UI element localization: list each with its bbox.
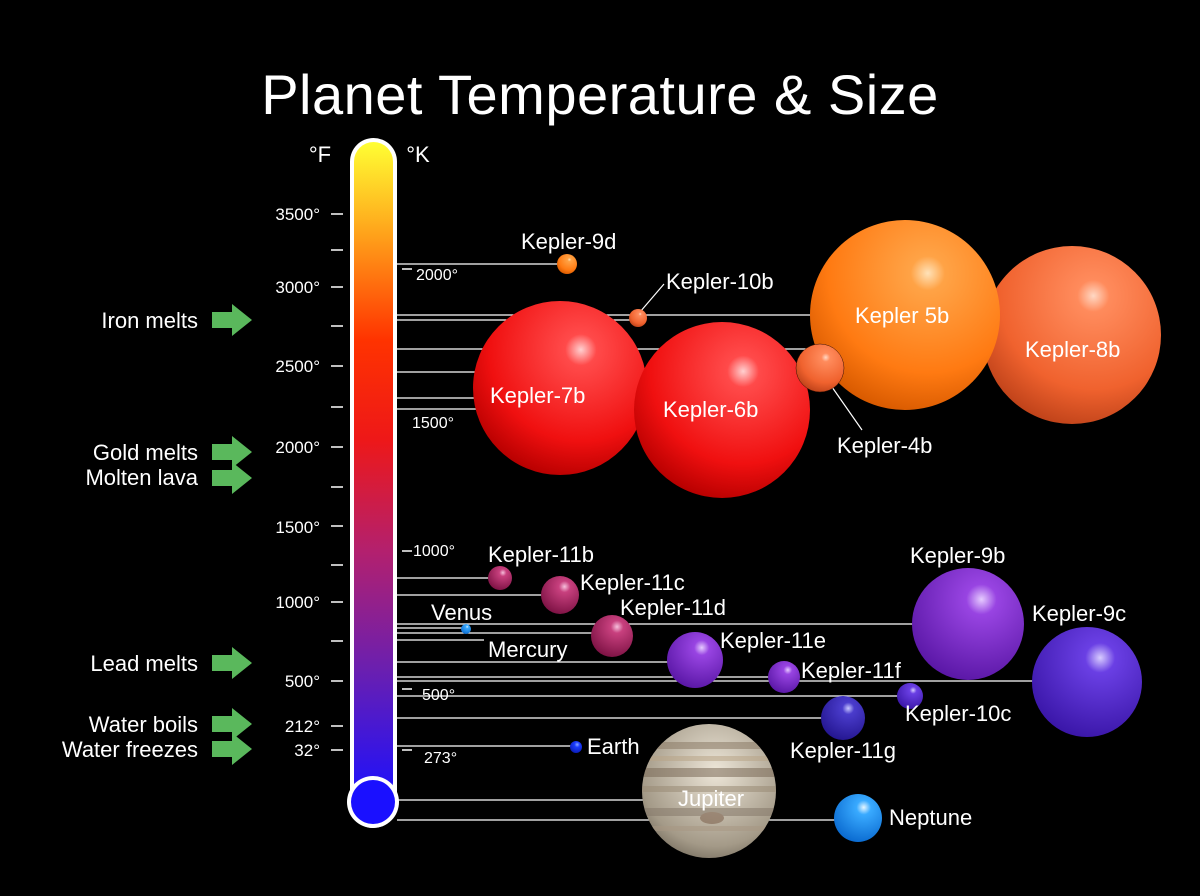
- f-tick-label: 1000°: [275, 593, 320, 612]
- planet-kepler-4b: [795, 343, 845, 393]
- fahrenheit-unit-label: °F: [309, 142, 331, 167]
- f-tick-label: 500°: [285, 672, 320, 691]
- kelvin-scale: 2000° 1500° 1000° 500° 273°: [402, 267, 458, 767]
- planet-label: Venus: [431, 600, 492, 625]
- planet-kepler-11g: [821, 696, 865, 740]
- planet-label: Kepler-10c: [905, 701, 1011, 726]
- planet-label: Kepler-9b: [910, 543, 1005, 568]
- planet-earth: [570, 741, 582, 753]
- arrow-right-icon: [212, 462, 252, 494]
- f-tick-label: 1500°: [275, 518, 320, 537]
- f-tick-label: 3000°: [275, 278, 320, 297]
- planet-kepler-9d: [557, 254, 577, 274]
- planets: [461, 220, 1161, 858]
- planet-kepler-11e: [667, 632, 723, 688]
- k-tick-label: 1500°: [412, 415, 454, 432]
- planet-kepler-11c: [541, 576, 579, 614]
- planet-kepler-8b: [983, 246, 1161, 424]
- k-tick-label: 1000°: [413, 543, 455, 560]
- planet-label: Kepler-6b: [663, 397, 758, 422]
- planet-kepler-11d: [591, 615, 633, 657]
- planet-label: Kepler-7b: [490, 383, 585, 408]
- planet-label: Kepler-9c: [1032, 601, 1126, 626]
- arrow-right-icon: [212, 304, 252, 336]
- planet-kepler-6b: [634, 322, 810, 498]
- k-tick-label: 273°: [424, 750, 457, 767]
- planet-kepler-5b: [810, 220, 1000, 410]
- planet-label: Kepler 5b: [855, 303, 949, 328]
- f-tick-label: 212°: [285, 717, 320, 736]
- kelvin-unit-label: °K: [406, 142, 430, 167]
- planet-label: Kepler-11e: [720, 628, 826, 653]
- planet-label: Kepler-4b: [837, 433, 932, 458]
- planet-label: Kepler-11b: [488, 542, 594, 567]
- planet-label: Kepler-8b: [1025, 337, 1120, 362]
- planet-kepler-7b: [473, 301, 647, 475]
- marker-label: Water boils: [89, 712, 198, 737]
- marker-label: Water freezes: [62, 737, 198, 762]
- planet-venus: [461, 624, 471, 634]
- f-tick-label: 3500°: [275, 205, 320, 224]
- planet-label: Kepler-11g: [790, 738, 896, 763]
- arrow-right-icon: [212, 733, 252, 765]
- planet-neptune: [834, 794, 882, 842]
- f-tick-label: 32°: [294, 741, 320, 760]
- planet-kepler-11b: [488, 566, 512, 590]
- page-title: Planet Temperature & Size: [261, 63, 939, 126]
- planet-kepler-9c: [1032, 627, 1142, 737]
- planet-kepler-11f: [768, 661, 800, 693]
- planet-label: Kepler-9d: [521, 229, 616, 254]
- planet-kepler-10b: [629, 309, 647, 327]
- planet-labels: Kepler-8b Kepler 5b Kepler-7b Kepler-6b …: [431, 229, 1126, 830]
- f-tick-label: 2500°: [275, 357, 320, 376]
- thermometer: °F °K: [309, 138, 430, 828]
- planet-label: Neptune: [889, 805, 972, 830]
- k-tick-label: 500°: [422, 687, 455, 704]
- threshold-markers: Iron melts Gold melts Molten lava Lead m…: [62, 304, 252, 765]
- fahrenheit-scale: 3500° 3000° 2500° 2000° 1500° 1000° 500°…: [275, 205, 343, 760]
- planet-label: Earth: [587, 734, 640, 759]
- planet-label: Kepler-11c: [580, 570, 685, 595]
- planet-label: Kepler-11d: [620, 595, 726, 620]
- k-tick-label: 2000°: [416, 267, 458, 284]
- f-tick-label: 2000°: [275, 438, 320, 457]
- planet-label: Kepler-11f: [801, 658, 902, 683]
- planet-jupiter: [642, 724, 776, 858]
- connector-lines: [397, 263, 1085, 821]
- f-tick-marks: [331, 213, 343, 751]
- marker-label: Iron melts: [101, 308, 198, 333]
- planet-kepler-10c: [897, 683, 923, 709]
- planet-kepler-9b: [912, 568, 1024, 680]
- marker-label: Molten lava: [85, 465, 198, 490]
- marker-label: Lead melts: [90, 651, 198, 676]
- planet-label: Mercury: [488, 637, 567, 662]
- arrow-right-icon: [212, 647, 252, 679]
- marker-label: Gold melts: [93, 440, 198, 465]
- planet-label: Kepler-10b: [666, 269, 774, 294]
- planet-label: Jupiter: [678, 786, 744, 811]
